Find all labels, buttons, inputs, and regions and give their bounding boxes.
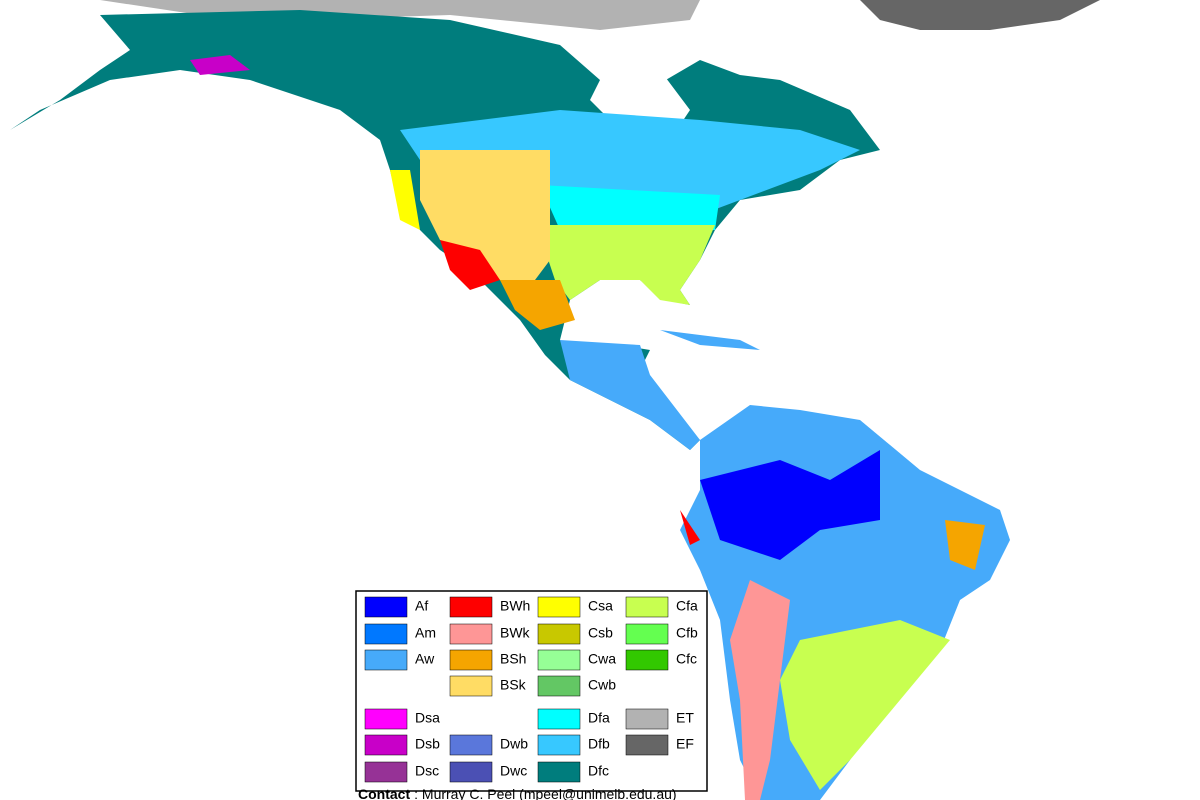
zone-bwh-peru bbox=[680, 510, 700, 545]
legend-box bbox=[355, 590, 708, 792]
legend-swatch bbox=[364, 623, 408, 645]
legend-swatch bbox=[537, 675, 581, 697]
arctic-islands bbox=[100, 0, 700, 30]
legend: Af Am Aw BWh BWk BSh BSk Csa Csb Cwa Cwb Cfa Cfb Cfc D… bbox=[364, 596, 698, 783]
legend-label: Dsc bbox=[415, 763, 439, 779]
caribbean bbox=[660, 330, 760, 350]
zone-dfa bbox=[540, 185, 720, 230]
zone-aw bbox=[560, 340, 700, 450]
legend-swatch bbox=[364, 708, 408, 730]
zone-dsb bbox=[190, 55, 250, 75]
legend-label: EF bbox=[676, 736, 694, 752]
zone-cfa-south bbox=[780, 620, 950, 790]
legend-label: Csa bbox=[588, 598, 613, 614]
contact-label: Contact bbox=[358, 786, 410, 800]
legend-label: Dsa bbox=[415, 710, 440, 726]
zone-af bbox=[700, 450, 880, 560]
legend-label: Csb bbox=[588, 625, 613, 641]
legend-swatch bbox=[449, 761, 493, 783]
contact-text: : Murray C. Peel (mpeel@unimelb.edu.au) bbox=[414, 786, 676, 800]
legend-label: BWh bbox=[500, 598, 530, 614]
legend-swatch bbox=[364, 596, 408, 618]
legend-label: BWk bbox=[500, 625, 531, 641]
legend-label: ET bbox=[676, 710, 694, 726]
legend-swatch bbox=[625, 596, 669, 618]
zone-bsh-brazil bbox=[945, 520, 985, 570]
legend-swatch bbox=[625, 623, 669, 645]
legend-swatch bbox=[449, 623, 493, 645]
legend-label: Cfb bbox=[676, 625, 698, 641]
map bbox=[10, 0, 1100, 800]
legend-label: Cwa bbox=[588, 651, 616, 667]
legend-swatch bbox=[364, 649, 408, 671]
legend-swatch bbox=[625, 734, 669, 756]
zone-bwk bbox=[730, 580, 790, 800]
legend-swatch bbox=[364, 761, 408, 783]
zone-cfa bbox=[540, 225, 715, 305]
legend-swatch bbox=[537, 734, 581, 756]
legend-label: Dwb bbox=[500, 736, 528, 752]
legend-swatch bbox=[449, 734, 493, 756]
legend-swatch bbox=[449, 649, 493, 671]
legend-swatch bbox=[537, 596, 581, 618]
legend-swatch bbox=[625, 649, 669, 671]
legend-label: Cfa bbox=[676, 598, 698, 614]
legend-label: Dfc bbox=[588, 763, 609, 779]
contact: Contact : Murray C. Peel (mpeel@unimelb.e… bbox=[358, 786, 677, 800]
zone-bsh bbox=[500, 280, 575, 330]
legend-label: Dsb bbox=[415, 736, 440, 752]
legend-label: Dwc bbox=[500, 763, 527, 779]
legend-swatch bbox=[537, 708, 581, 730]
legend-label: BSh bbox=[500, 651, 526, 667]
legend-swatch bbox=[364, 734, 408, 756]
legend-swatch bbox=[449, 596, 493, 618]
legend-label: BSk bbox=[500, 677, 527, 693]
legend-label: Aw bbox=[415, 651, 435, 667]
legend-swatch bbox=[625, 708, 669, 730]
greenland bbox=[860, 0, 1100, 30]
legend-label: Cfc bbox=[676, 651, 697, 667]
legend-label: Dfa bbox=[588, 710, 610, 726]
legend-swatch bbox=[537, 623, 581, 645]
legend-swatch bbox=[449, 675, 493, 697]
legend-label: Dfb bbox=[588, 736, 610, 752]
zone-bsk bbox=[420, 150, 550, 300]
legend-swatch bbox=[537, 649, 581, 671]
legend-label: Af bbox=[415, 598, 428, 614]
zone-bwh bbox=[440, 240, 500, 290]
legend-label: Am bbox=[415, 625, 436, 641]
legend-label: Cwb bbox=[588, 677, 616, 693]
zone-csa bbox=[390, 170, 420, 230]
legend-swatch bbox=[537, 761, 581, 783]
